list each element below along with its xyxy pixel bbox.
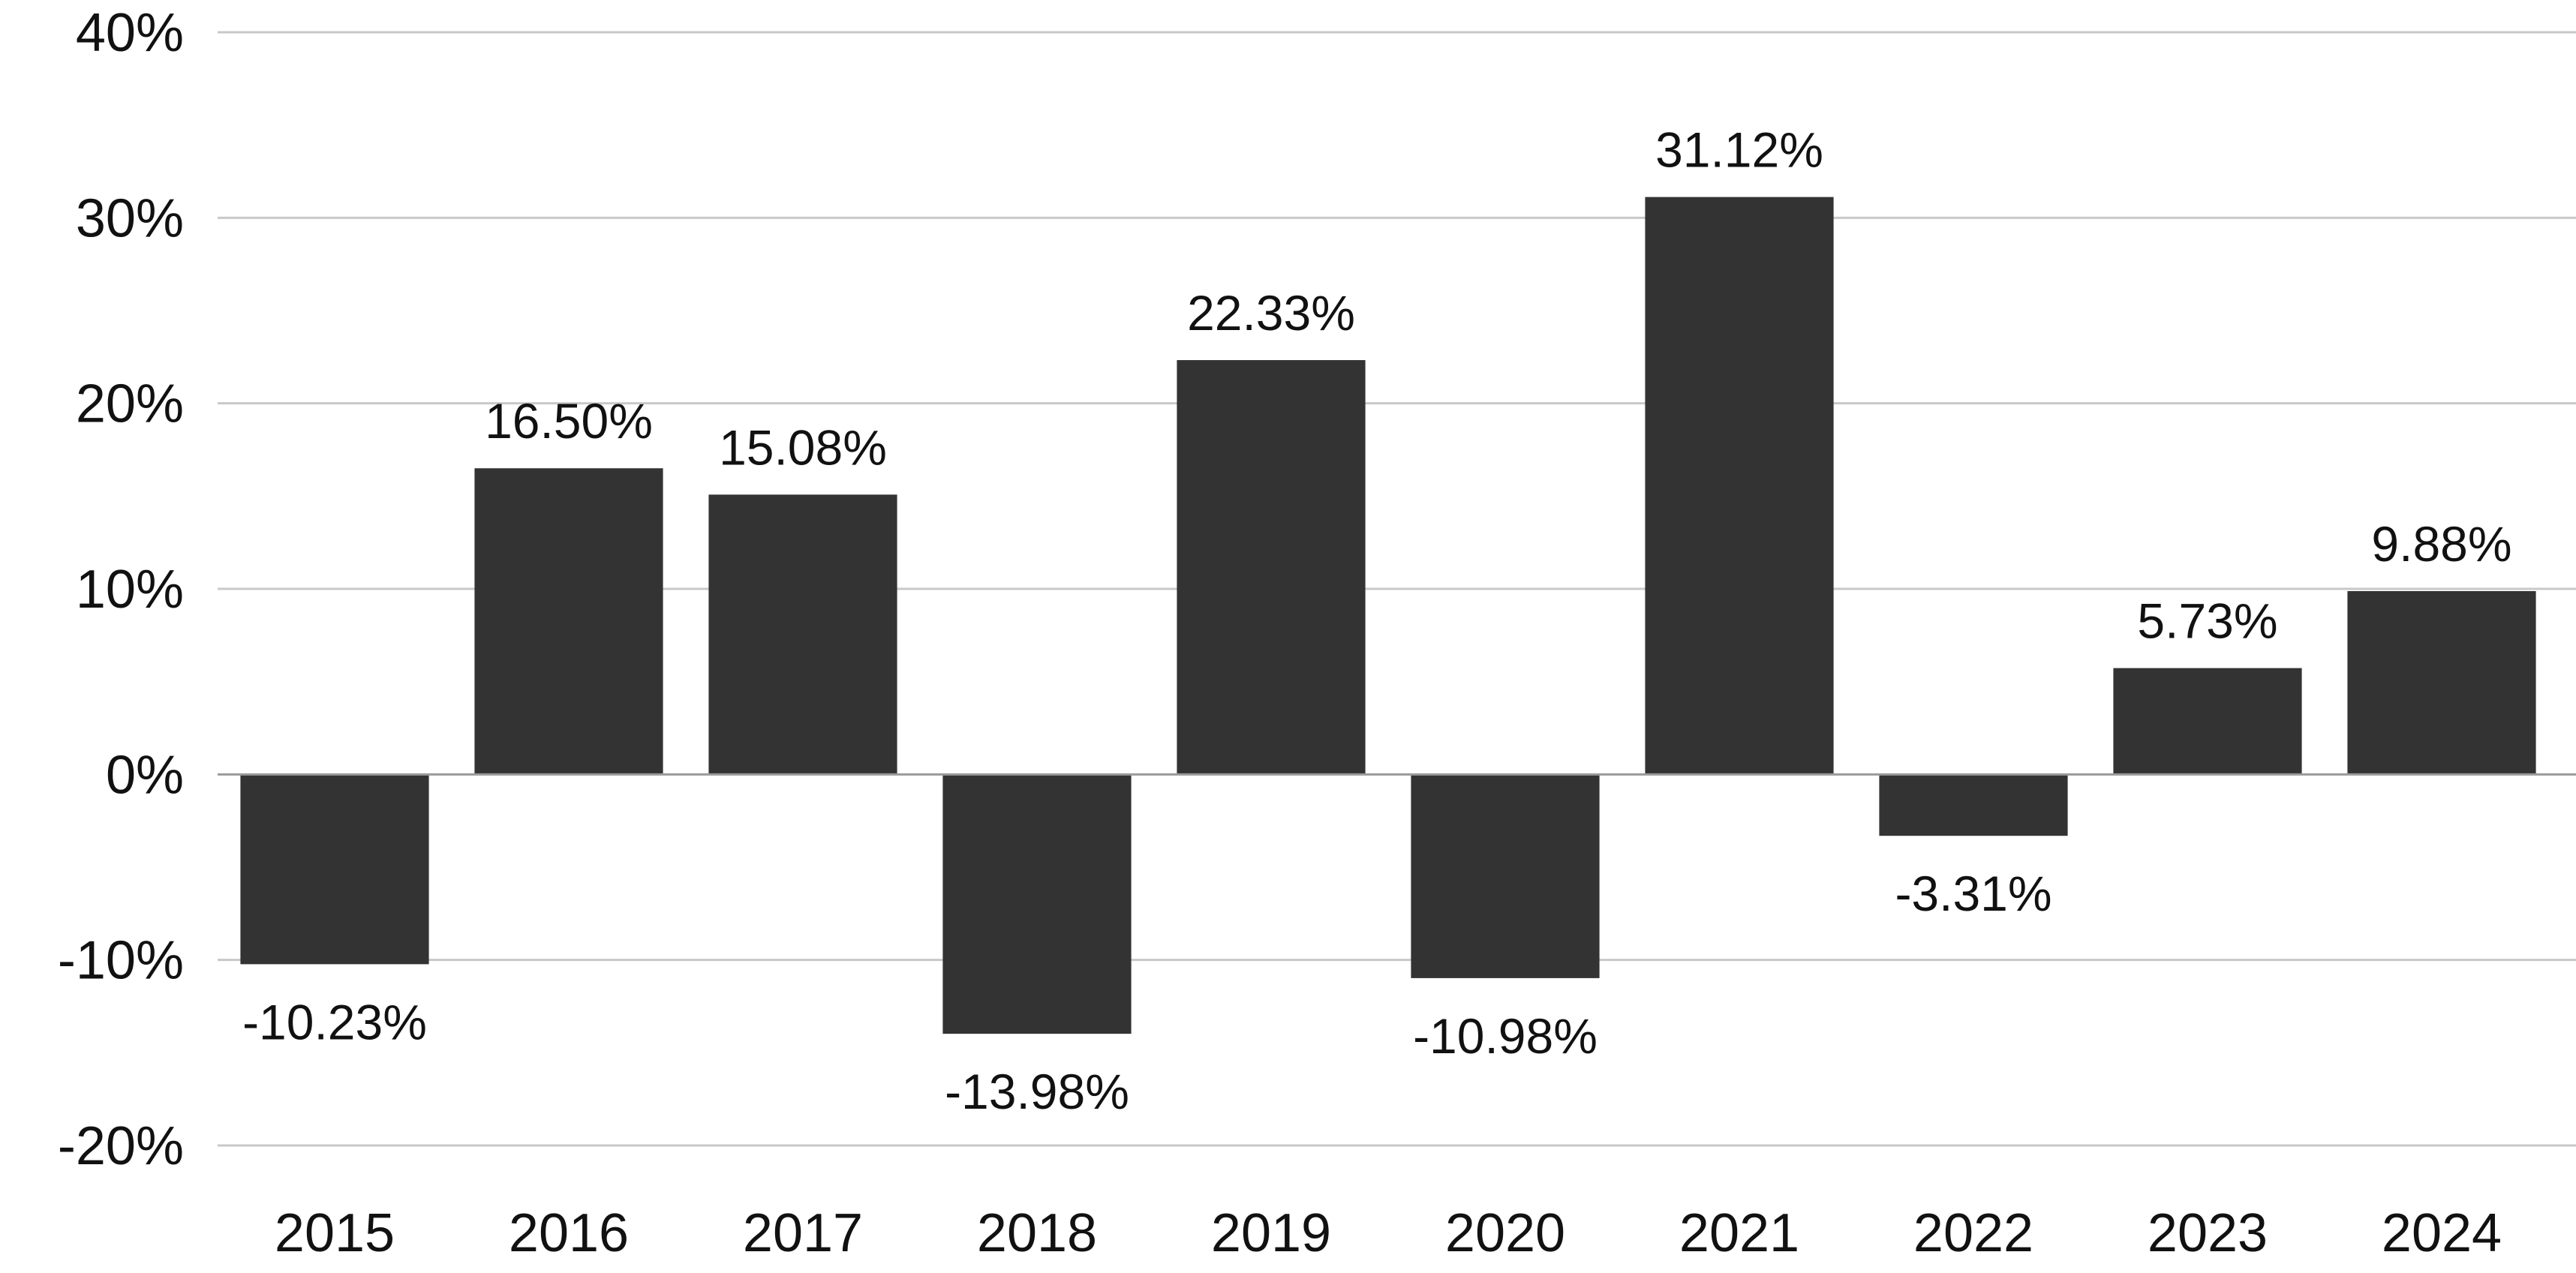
data-label-2019: 22.33% (1187, 285, 1355, 341)
y-tick-label: -10% (58, 931, 184, 991)
bar-2024 (2347, 590, 2536, 775)
x-tick-label-2019: 2019 (1211, 1203, 1331, 1263)
bar-2017 (708, 494, 897, 775)
data-label-2021: 31.12% (1655, 122, 1823, 178)
data-label-2017: 15.08% (719, 419, 887, 475)
data-labels: -10.23% 16.50% 15.08% -13.98% 22.33% -10.98% 3… (242, 122, 2511, 1119)
bar-2016 (474, 468, 663, 775)
data-label-2016: 16.50% (485, 393, 653, 449)
data-label-2022: -3.31% (1895, 866, 2051, 921)
bar-2022 (1879, 774, 2068, 836)
bars (240, 197, 2536, 1034)
bar-2023 (2113, 668, 2302, 775)
data-label-2023: 5.73% (2137, 593, 2277, 649)
x-axis-tick-labels: 2015 2016 2017 2018 2019 2020 2021 2022 2023 2024 (275, 1203, 2502, 1263)
data-label-2015: -10.23% (242, 994, 427, 1049)
x-tick-label-2022: 2022 (1913, 1203, 2033, 1263)
data-label-2020: -10.98% (1413, 1008, 1598, 1064)
bar-2021 (1645, 197, 1834, 775)
y-tick-label: 0% (106, 745, 184, 805)
y-tick-label: 20% (76, 374, 184, 434)
x-tick-label-2018: 2018 (977, 1203, 1097, 1263)
y-tick-label: -20% (58, 1116, 184, 1176)
bar-2015 (240, 774, 429, 965)
y-tick-label: 10% (76, 560, 184, 620)
y-axis-tick-labels: 40% 30% 20% 10% 0% -10% -20% (58, 3, 184, 1176)
y-tick-label: 40% (76, 3, 184, 63)
x-tick-label-2015: 2015 (275, 1203, 395, 1263)
bar-2020 (1411, 774, 1600, 978)
bar-2019 (1177, 360, 1366, 775)
x-tick-label-2023: 2023 (2148, 1203, 2268, 1263)
x-tick-label-2017: 2017 (743, 1203, 863, 1263)
x-tick-label-2020: 2020 (1445, 1203, 1565, 1263)
data-label-2024: 9.88% (2371, 516, 2511, 572)
x-tick-label-2016: 2016 (509, 1203, 629, 1263)
x-tick-label-2021: 2021 (1679, 1203, 1799, 1263)
x-tick-label-2024: 2024 (2382, 1203, 2502, 1263)
data-label-2018: -13.98% (945, 1064, 1129, 1119)
y-tick-label: 30% (76, 188, 184, 248)
bar-2018 (942, 774, 1132, 1034)
